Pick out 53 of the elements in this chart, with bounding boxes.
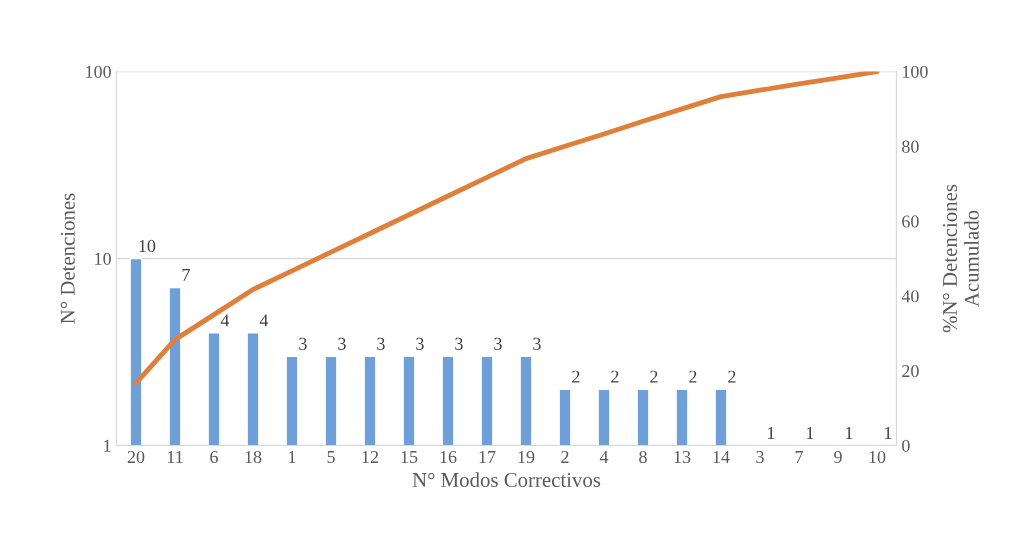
x-tick-label: 17 bbox=[479, 450, 496, 463]
data-label: 3 bbox=[494, 337, 502, 350]
data-label: 1 bbox=[807, 426, 814, 439]
data-label: 4 bbox=[259, 314, 269, 327]
line-series bbox=[133, 71, 880, 386]
y2-tick-label: 0 bbox=[902, 439, 910, 452]
y-axis-title: N° Detenciones bbox=[60, 193, 75, 324]
x-tick-label: 9 bbox=[834, 450, 842, 464]
data-label: 3 bbox=[338, 337, 346, 350]
y2-tick-label: 40 bbox=[901, 290, 919, 303]
data-label: 4 bbox=[220, 314, 230, 327]
y2-tick-label: 80 bbox=[902, 140, 919, 153]
x-tick-label: 16 bbox=[440, 450, 457, 464]
data-label: 3 bbox=[416, 337, 424, 350]
y2-axis-title: %N° Detenciones Acumulado bbox=[942, 184, 979, 333]
x-tick-label: 11 bbox=[167, 450, 183, 463]
y-tick-label: 100 bbox=[86, 65, 111, 78]
data-label: 1 bbox=[768, 426, 775, 439]
data-label: 10 bbox=[139, 239, 156, 253]
data-label: 1 bbox=[885, 426, 892, 439]
data-label: 1 bbox=[846, 426, 853, 439]
x-tick-label: 2 bbox=[561, 450, 569, 463]
x-tick-label: 19 bbox=[518, 450, 535, 464]
x-tick-label: 13 bbox=[674, 450, 691, 464]
x-tick-label: 20 bbox=[127, 450, 145, 464]
y2-tick-label: 20 bbox=[902, 364, 919, 378]
data-label: 2 bbox=[689, 370, 697, 383]
x-tick-label: 5 bbox=[327, 451, 335, 464]
y2-tick-label: 60 bbox=[902, 215, 919, 228]
x-tick-label: 4 bbox=[599, 451, 609, 463]
data-label: 3 bbox=[299, 337, 307, 350]
y2-tick-label: 100 bbox=[902, 65, 928, 78]
x-tick-label: 10 bbox=[869, 450, 886, 464]
x-tick-label: 1 bbox=[289, 450, 296, 463]
data-label: 2 bbox=[650, 370, 658, 383]
data-label: 2 bbox=[728, 370, 736, 383]
y-tick-label: 10 bbox=[95, 252, 111, 265]
y-tick-label: 1 bbox=[104, 439, 111, 452]
data-label: 3 bbox=[533, 337, 541, 350]
x-tick-label: 6 bbox=[210, 450, 218, 464]
data-label: 3 bbox=[377, 337, 385, 350]
x-tick-label: 12 bbox=[362, 450, 379, 463]
x-tick-label: 7 bbox=[795, 451, 803, 463]
x-tick-label: 3 bbox=[756, 450, 764, 464]
data-label: 2 bbox=[611, 370, 619, 383]
data-label: 3 bbox=[455, 337, 463, 350]
x-tick-label: 8 bbox=[639, 450, 647, 464]
x-tick-label: 15 bbox=[401, 450, 418, 464]
x-tick-label: 18 bbox=[245, 450, 262, 464]
x-axis-title: N° Modos Correctivos bbox=[412, 472, 601, 487]
x-tick-label: 14 bbox=[713, 450, 730, 463]
data-label: 7 bbox=[182, 269, 190, 281]
data-label: 2 bbox=[572, 370, 580, 383]
